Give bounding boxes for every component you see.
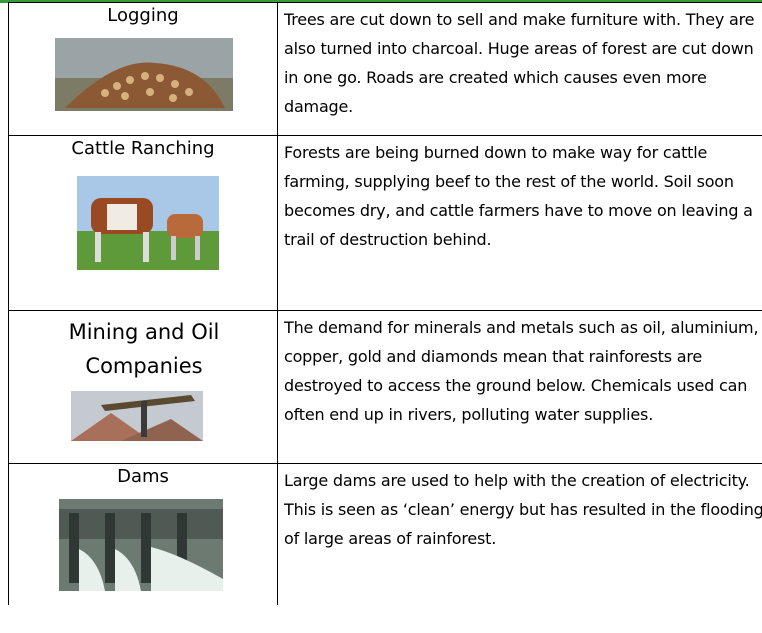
label-cell: Mining and Oil Companies [8, 311, 278, 463]
table-row: Dams Large dams are used to help with th… [8, 463, 762, 605]
mining-image [71, 391, 203, 441]
description: Forests are being burned down to make wa… [284, 136, 762, 254]
description: Large dams are used to help with the cre… [284, 464, 762, 553]
label-cell: Logging [8, 3, 278, 137]
row-label: Cattle Ranching [9, 137, 277, 161]
table-row: Mining and Oil Companies The demand for … [8, 310, 762, 463]
label-cell: Dams [8, 464, 278, 605]
description: The demand for minerals and metals such … [284, 311, 762, 429]
cattle-image [77, 176, 219, 270]
row-label: Mining and Oil Companies [44, 315, 244, 383]
logging-image [55, 38, 233, 111]
row-label: Dams [9, 465, 277, 489]
table-row: Cattle Ranching Forests are being burned… [8, 135, 762, 310]
dam-image [59, 499, 223, 591]
label-cell: Cattle Ranching [8, 136, 278, 310]
page: {"table": {"rows": [ {"label": "Logging"… [0, 0, 762, 633]
table-row: Logging Trees are cut down to sell and m… [8, 2, 762, 137]
description: Trees are cut down to sell and make furn… [284, 3, 762, 121]
row-label: Logging [9, 4, 277, 28]
